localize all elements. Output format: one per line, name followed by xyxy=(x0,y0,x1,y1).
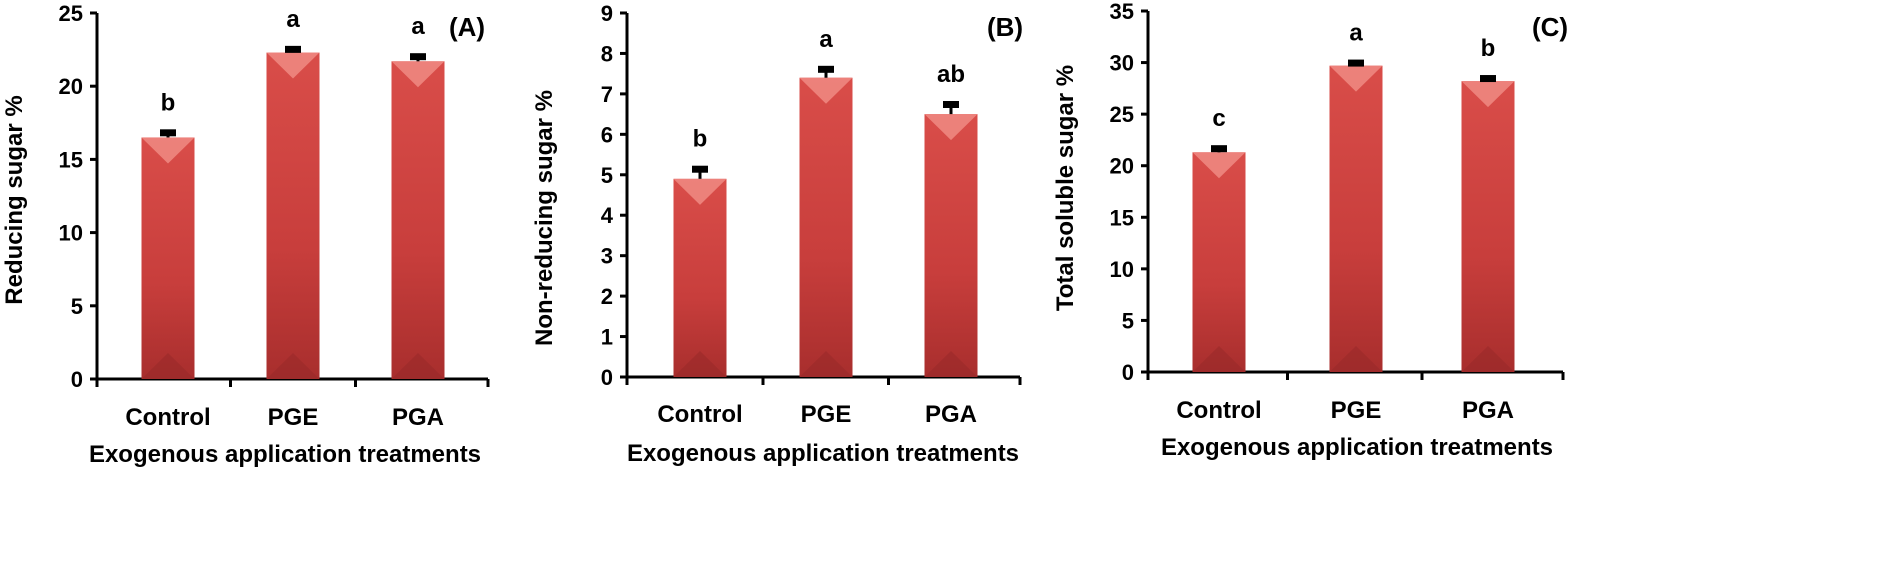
bar-base-shade xyxy=(1461,346,1515,372)
bar-pge xyxy=(799,77,853,377)
bar-highlight xyxy=(799,77,853,104)
y-tick-label: 1 xyxy=(601,325,613,350)
panel-label: (C) xyxy=(1532,12,1568,42)
error-bar-cap xyxy=(410,53,426,61)
significance-label: a xyxy=(1349,20,1363,47)
bar-highlight xyxy=(1329,65,1383,92)
y-tick-label: 15 xyxy=(59,147,83,172)
y-tick-label: 10 xyxy=(1110,257,1134,282)
bar-highlight xyxy=(673,178,727,205)
category-label-pge: PGE xyxy=(268,404,319,431)
error-bar-cap xyxy=(818,65,834,73)
y-tick-label: 20 xyxy=(59,74,83,99)
y-tick-label: 35 xyxy=(1110,0,1134,24)
chart-panel-b: 0 1 2 3 4 5 6 7 8 9 b Control a PGE ab PGA Non-reducing … xyxy=(531,1,1023,467)
category-label-pga: PGA xyxy=(392,404,444,431)
y-tick-label: 15 xyxy=(1110,205,1134,230)
significance-label: ab xyxy=(937,61,965,88)
bar-base-shade xyxy=(266,353,320,379)
y-tick-label: 5 xyxy=(601,163,613,188)
error-bar-cap xyxy=(1211,145,1227,153)
bar-base-shade xyxy=(1192,346,1246,372)
significance-label: b xyxy=(1481,35,1496,62)
bar-base-shade xyxy=(1329,346,1383,372)
error-bar-cap xyxy=(692,165,708,173)
category-label-control: Control xyxy=(657,401,742,428)
bar-highlight xyxy=(1192,152,1246,179)
y-tick-label: 3 xyxy=(601,244,613,269)
x-axis-title: Exogenous application treatments xyxy=(89,441,481,468)
bar-control xyxy=(141,137,195,379)
category-label-pge: PGE xyxy=(1331,397,1382,424)
category-label-pga: PGA xyxy=(1462,397,1514,424)
bar-control xyxy=(673,178,727,377)
y-tick-label: 25 xyxy=(1110,102,1134,127)
y-tick-label: 7 xyxy=(601,82,613,107)
y-tick-label: 2 xyxy=(601,284,613,309)
bar-pge xyxy=(1329,65,1383,372)
bar-base-shade xyxy=(673,351,727,377)
y-tick-label: 8 xyxy=(601,41,613,66)
category-label-pge: PGE xyxy=(801,401,852,428)
error-bar-cap xyxy=(1348,59,1364,67)
x-axis-title: Exogenous application treatments xyxy=(627,440,1019,467)
y-axis-title: Total soluble sugar % xyxy=(1052,65,1079,311)
error-bar-cap xyxy=(285,45,301,53)
error-bar-cap xyxy=(1480,75,1496,83)
bar-highlight xyxy=(391,61,445,88)
significance-label: c xyxy=(1212,105,1225,132)
significance-label: a xyxy=(286,6,300,33)
bar-highlight xyxy=(1461,81,1515,108)
significance-label: b xyxy=(161,89,176,116)
bar-pga xyxy=(391,61,445,379)
bar-highlight xyxy=(141,137,195,164)
y-tick-label: 0 xyxy=(1122,360,1134,385)
chart-panel-c: 0 5 10 15 20 25 30 35 c Control a PGE b PGA Total solu… xyxy=(1052,0,1568,461)
y-tick-label: 6 xyxy=(601,122,613,147)
error-bar-cap xyxy=(160,129,176,137)
category-label-control: Control xyxy=(1176,397,1261,424)
significance-label: b xyxy=(693,126,708,153)
bar-base-shade xyxy=(141,353,195,379)
category-label-pga: PGA xyxy=(925,401,977,428)
significance-label: a xyxy=(819,26,833,53)
panel-label: (B) xyxy=(987,12,1023,42)
bar-control xyxy=(1192,152,1246,372)
bar-pga xyxy=(924,114,978,377)
y-tick-label: 5 xyxy=(71,294,83,319)
bar-base-shade xyxy=(391,353,445,379)
y-axis-title: Non-reducing sugar % xyxy=(531,90,558,346)
y-tick-label: 9 xyxy=(601,1,613,26)
error-bar-cap xyxy=(943,101,959,108)
y-tick-label: 5 xyxy=(1122,308,1134,333)
y-tick-label: 4 xyxy=(601,203,614,228)
bar-highlight xyxy=(266,52,320,79)
category-label-control: Control xyxy=(125,404,210,431)
y-tick-label: 20 xyxy=(1110,154,1134,179)
y-tick-label: 30 xyxy=(1110,51,1134,76)
x-axis-title: Exogenous application treatments xyxy=(1161,434,1553,461)
bar-base-shade xyxy=(799,351,853,377)
y-tick-label: 10 xyxy=(59,221,83,246)
y-tick-label: 0 xyxy=(71,367,83,392)
chart-panel-a: 0 5 10 15 20 25 b Control a PGE a PGA Reducing sugar… xyxy=(1,1,490,468)
bar-base-shade xyxy=(924,351,978,377)
y-tick-label: 0 xyxy=(601,365,613,390)
bar-highlight xyxy=(924,114,978,141)
y-tick-label: 25 xyxy=(59,1,83,26)
bar-pga xyxy=(1461,81,1515,372)
panel-label: (A) xyxy=(449,12,485,42)
bar-pge xyxy=(266,52,320,379)
y-axis-title: Reducing sugar % xyxy=(1,95,28,304)
significance-label: a xyxy=(411,13,425,40)
